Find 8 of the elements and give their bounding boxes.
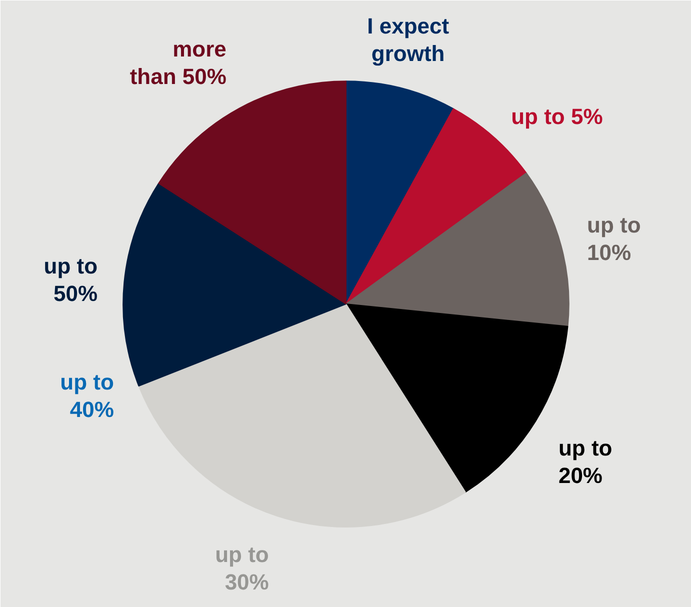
- slice-label: up to 30%: [215, 542, 269, 594]
- slice-label: up to 10%: [587, 212, 641, 266]
- category-label: up to 40%: [60, 370, 114, 422]
- slice-label: up to 5%: [511, 104, 603, 130]
- slice-label: up to 20%: [558, 436, 612, 488]
- slice-label: up to 50%: [44, 253, 98, 306]
- slice-label: I expect growth: [367, 14, 450, 66]
- slice-label: more than 50%: [130, 36, 226, 89]
